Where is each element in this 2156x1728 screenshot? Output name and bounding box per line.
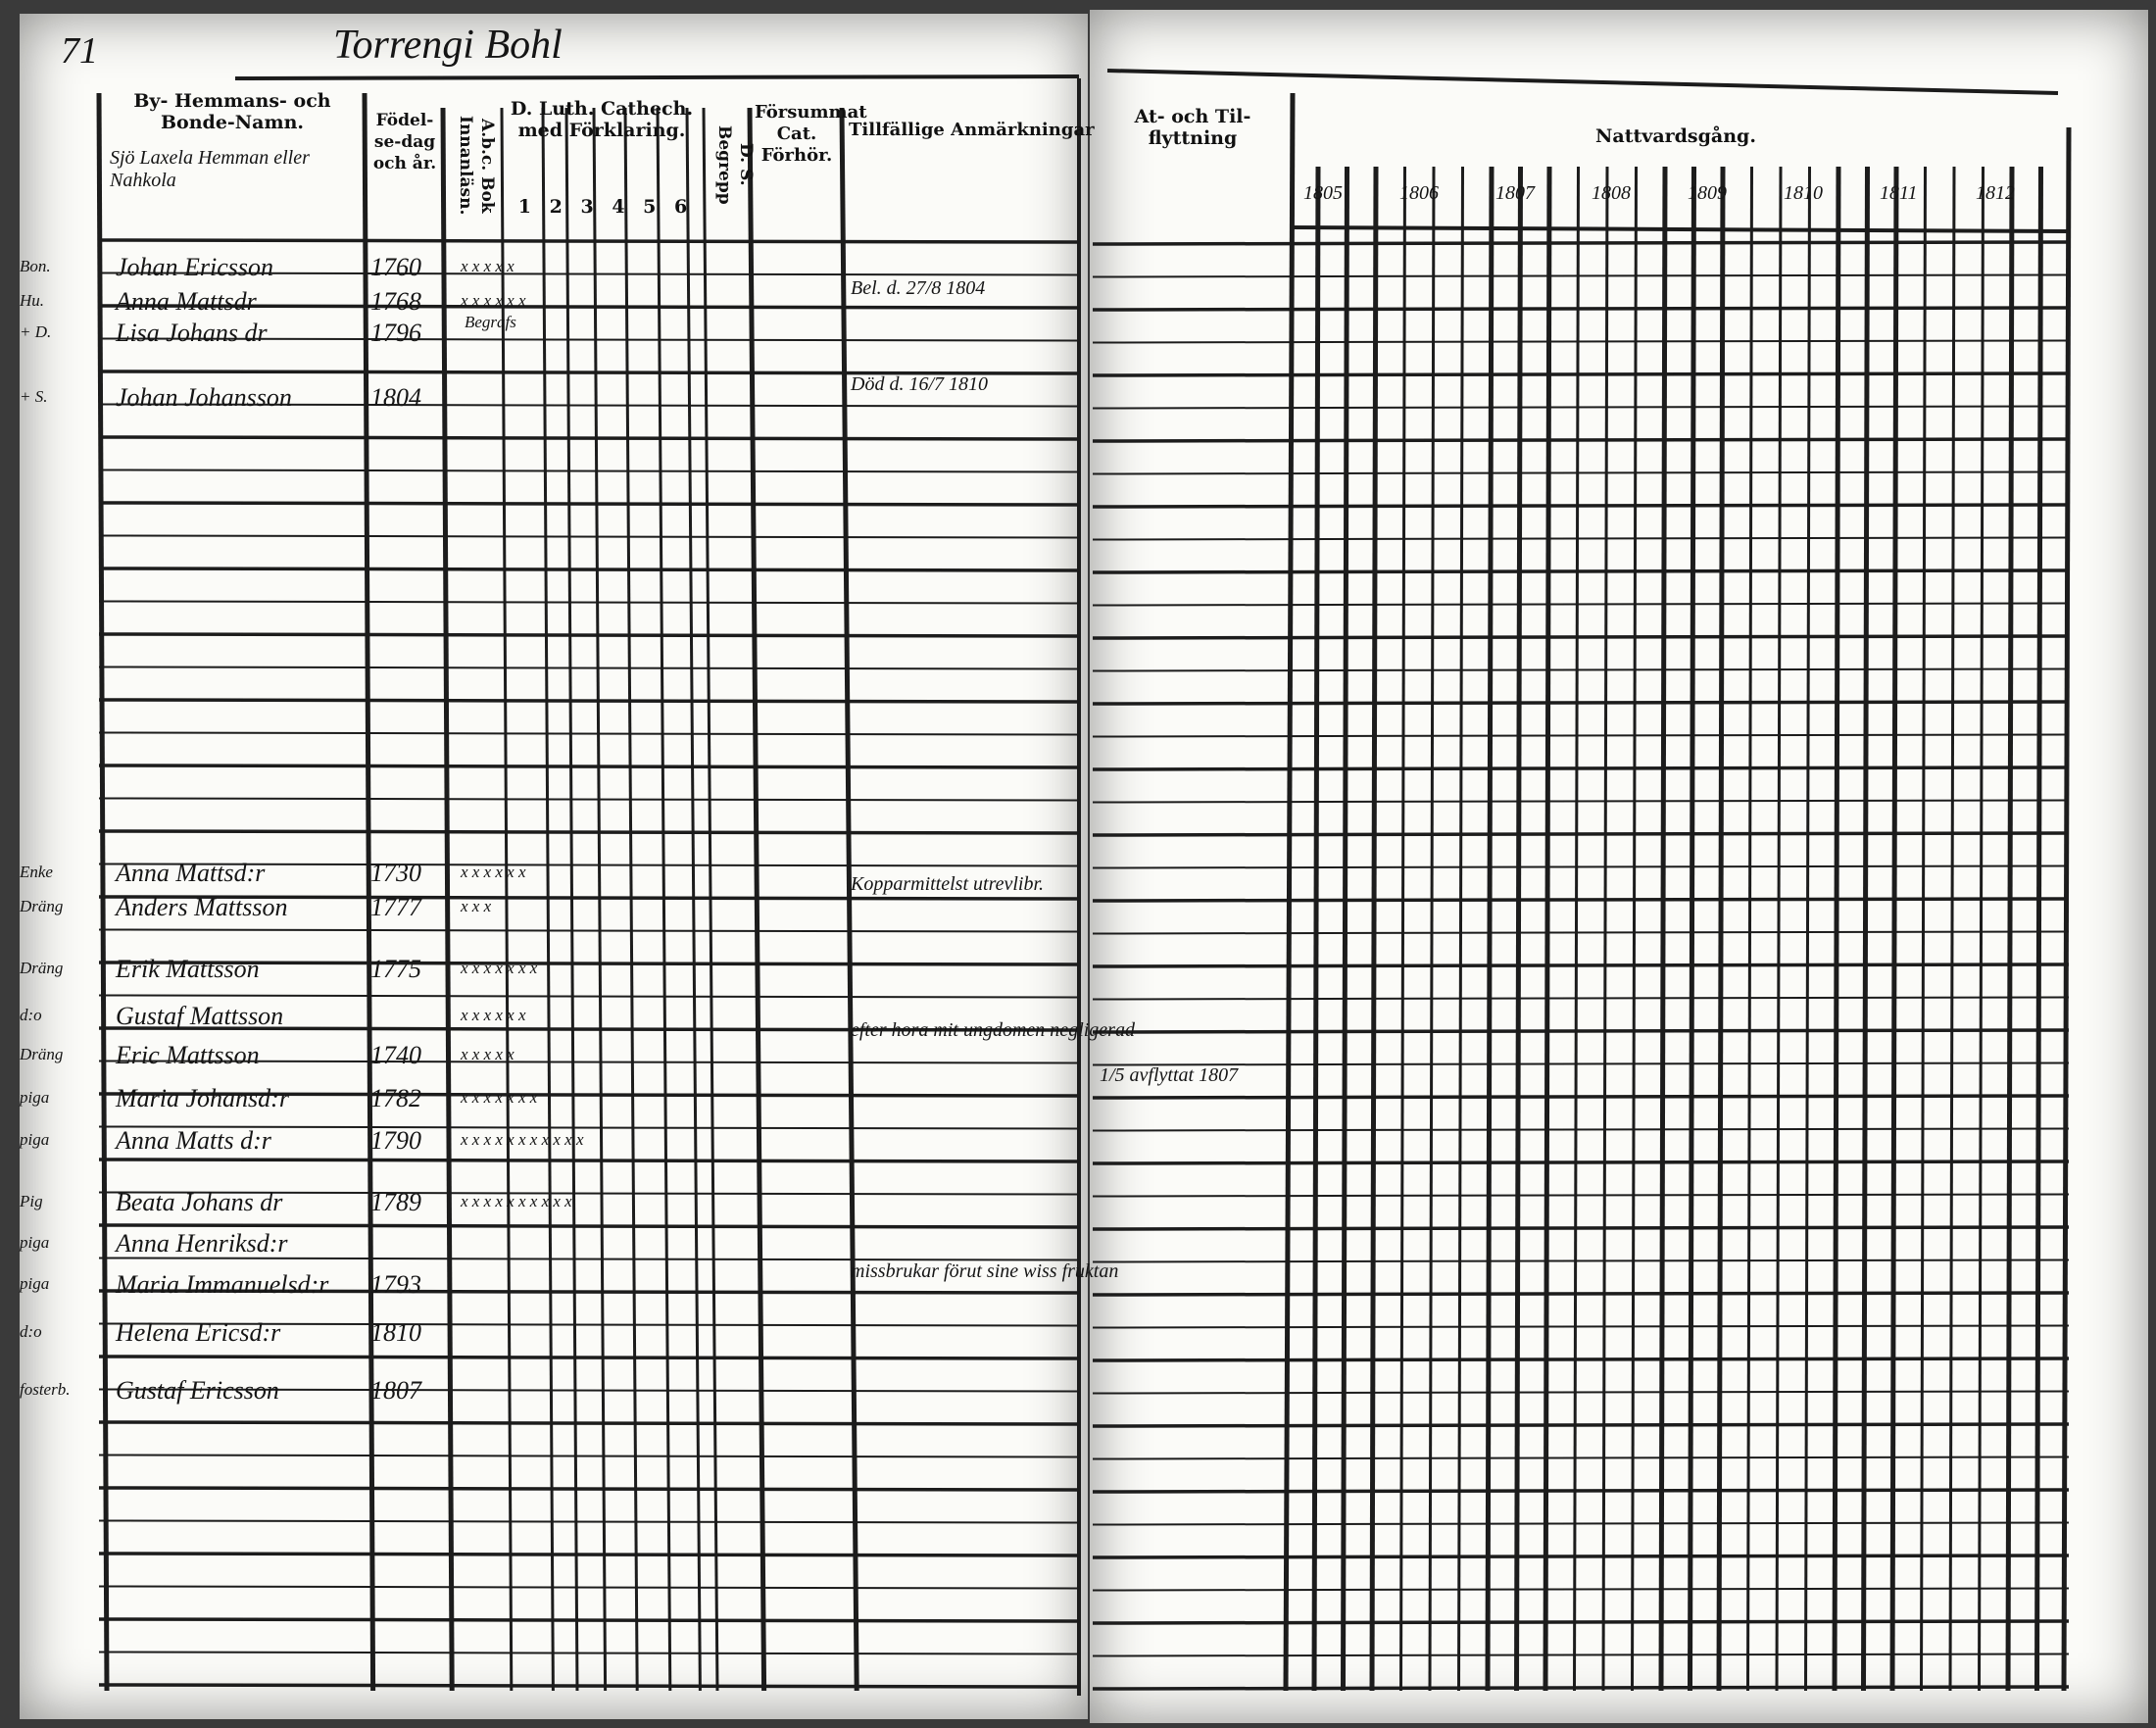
person-birth-year: 1804 [370,383,421,412]
person-name: Anna Matts d:r [116,1126,271,1155]
person-name: Johan Johansson [116,383,292,412]
person-role: Pig [20,1192,43,1210]
header-abc-column: A.b.c. Bok Innanläsn. [456,116,497,216]
person-birth-year: 1793 [370,1270,421,1299]
communion-year: 1808 [1592,182,1631,204]
person-role: piga [20,1088,50,1107]
remark: Död d. 16/7 1810 [851,373,988,395]
person-name: Anders Mattsson [116,893,288,921]
page-title: Torrengi Bohl [333,23,563,68]
person-birth-year: 1789 [370,1188,421,1216]
catechism-marks: x x x x x x [461,291,526,310]
person-role: piga [20,1130,50,1149]
person-name: Gustaf Ericsson [116,1376,279,1405]
header-moving-column: At- och Til-flyttning [1134,106,1251,149]
person-role: Enke [20,863,53,881]
communion-year: 1810 [1784,182,1823,204]
catechism-marks: x x x x x x x x x x [461,1192,572,1210]
person-name: Maria Immanuelsd:r [116,1270,329,1299]
catechism-marks: x x x x x x x x x x x [461,1130,584,1149]
person-role: d:o [20,1006,42,1024]
header-remarks-column: Tillfällige Anmärkningar [849,120,1095,140]
moving-note: 1/5 avflyttat 1807 [1100,1064,1239,1086]
catechism-marks: x x x x x [461,1045,514,1063]
page-number: 71 [61,30,98,72]
person-role: Dräng [20,1045,64,1063]
communion-year: 1806 [1399,182,1439,204]
right-page [1090,10,2148,1723]
person-birth-year: 1796 [370,319,421,347]
header-birth-column: Födel-se-dag och år. [372,111,437,173]
person-birth-year: 1790 [370,1126,421,1155]
communion-year: 1812 [1976,182,2015,204]
person-role: piga [20,1233,50,1252]
header-forsummat-column: Försummat Cat. Förhör. [755,102,867,166]
person-role: piga [20,1274,50,1293]
person-name: Anna Mattsd:r [116,859,266,887]
remark: Kopparmittelst utrevlibr. [851,873,1045,895]
catechism-marks: x x x [461,897,492,915]
communion-year: 1805 [1303,182,1343,204]
person-name: Anna Mattsdr [116,287,257,316]
person-role: fosterb. [20,1380,71,1399]
person-birth-year: 1768 [370,287,421,316]
person-role: Bon. [20,257,51,275]
person-name: Gustaf Mattsson [116,1002,284,1030]
person-name: Erik Mattsson [116,955,260,983]
catechism-numbers: 1 2 3 4 5 6 [517,196,688,218]
person-birth-year: 1782 [370,1084,421,1112]
person-name: Anna Henriksd:r [116,1229,288,1258]
person-birth-year: 1730 [370,859,421,887]
person-name: Helena Ericsd:r [116,1318,281,1347]
header-name-column: By- Hemmans- och Bonde-Namn. [133,90,331,133]
catechism-marks: x x x x x x [461,1006,526,1024]
person-name: Eric Mattsson [116,1041,260,1069]
person-birth-year: 1740 [370,1041,421,1069]
communion-year: 1809 [1688,182,1727,204]
person-role: + S. [20,387,48,406]
person-birth-year: 1807 [370,1376,421,1405]
person-birth-year: 1810 [370,1318,421,1347]
farm-name: Sjö Laxela Hemman eller Nahkola [110,147,310,191]
header-communion-column: Nattvardsgång. [1595,125,1756,147]
person-role: d:o [20,1322,42,1341]
person-birth-year: 1760 [370,253,421,281]
abc-note: Begrafs [465,313,516,331]
person-name: Beata Johans dr [116,1188,283,1216]
communion-year: 1811 [1880,182,1918,204]
catechism-marks: x x x x x x x [461,959,538,977]
person-role: Dräng [20,959,64,977]
person-role: + D. [20,322,52,341]
person-name: Johan Ericsson [116,253,274,281]
person-birth-year: 1777 [370,893,421,921]
remark: efter hora mit ungdomen negligerad [851,1019,1135,1041]
person-role: Hu. [20,291,45,310]
person-name: Lisa Johans dr [116,319,268,347]
catechism-marks: x x x x x x [461,863,526,881]
person-birth-year: 1775 [370,955,421,983]
person-role: Dräng [20,897,64,915]
remark: Bel. d. 27/8 1804 [851,277,986,299]
remark: missbrukar förut sine wiss fruktan [851,1260,1119,1282]
catechism-marks: x x x x x x x [461,1088,538,1107]
header-begrepp-column: D. S. Begrepp [714,124,756,205]
person-name: Maria Johansd:r [116,1084,289,1112]
catechism-marks: x x x x x [461,257,514,275]
communion-year: 1807 [1495,182,1535,204]
header-catechism-column: D. Luth. Cathech. med Förklaring. [510,98,694,141]
